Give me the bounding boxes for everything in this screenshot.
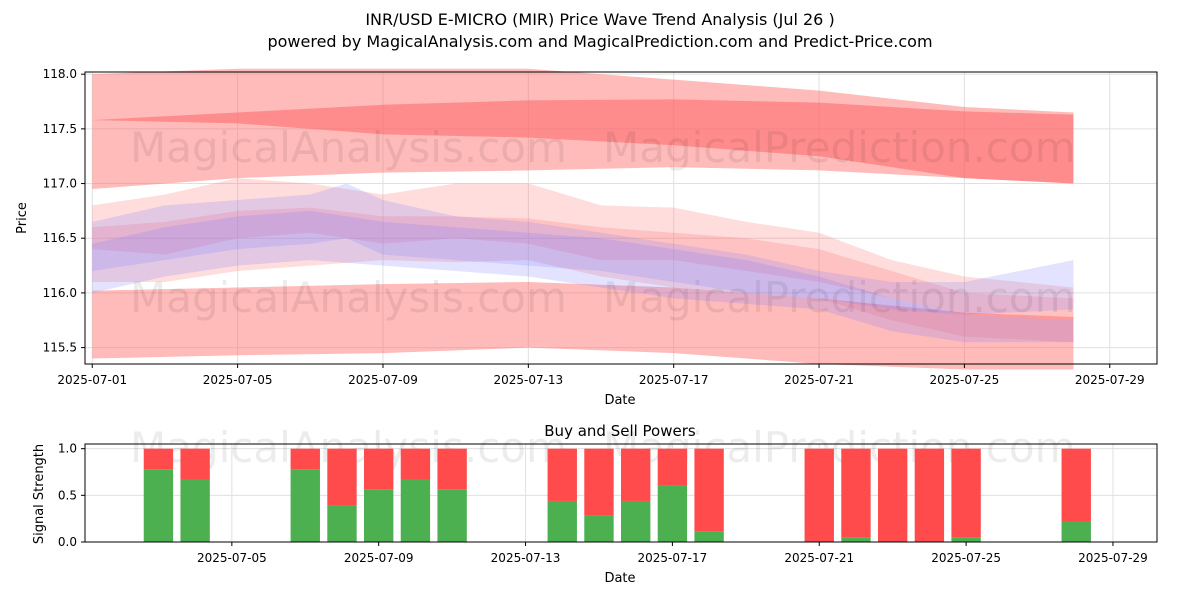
price-y-tick-label: 117.5 xyxy=(43,122,77,136)
signal-x-tick-label: 2025-07-25 xyxy=(931,551,1001,565)
sell-bar xyxy=(400,448,431,480)
price-x-axis-label: Date xyxy=(604,393,635,408)
signal-x-tick-label: 2025-07-13 xyxy=(491,551,561,565)
sell-bar xyxy=(804,448,834,542)
price-band-blue xyxy=(92,210,1074,343)
sell-bar xyxy=(290,448,320,470)
price-y-tick-label: 116.5 xyxy=(43,231,77,245)
price-x-tick-label: 2025-07-21 xyxy=(784,373,854,387)
price-x-tick-label: 2025-07-25 xyxy=(930,373,1000,387)
signal-bars xyxy=(143,448,1091,542)
buy-bar xyxy=(437,489,467,542)
buy-bar xyxy=(951,537,981,542)
buy-bar xyxy=(143,469,174,542)
buy-bar xyxy=(327,505,357,542)
buy-bar xyxy=(180,479,210,542)
signal-title: Buy and Sell Powers xyxy=(544,422,696,440)
buy-bar xyxy=(584,515,614,542)
price-x-tick-label: 2025-07-05 xyxy=(203,373,273,387)
signal-y-axis-label: Signal Strength xyxy=(32,444,47,544)
price-panel: MagicalAnalysis.com MagicalPrediction.co… xyxy=(15,67,1158,408)
signal-x-tick-label: 2025-07-05 xyxy=(197,551,267,565)
signal-x-axis-label: Date xyxy=(604,571,635,586)
buy-bar xyxy=(547,500,577,542)
sell-bar xyxy=(1061,448,1091,522)
price-x-tick-label: 2025-07-09 xyxy=(348,373,418,387)
sell-bar xyxy=(584,448,614,516)
buy-bar xyxy=(621,500,651,542)
buy-bar xyxy=(841,537,871,542)
price-band-blue xyxy=(92,183,1074,315)
sell-bar xyxy=(437,448,467,490)
buy-bar xyxy=(364,489,394,542)
sell-bar xyxy=(877,448,908,542)
watermark-left-top: MagicalAnalysis.com xyxy=(130,123,567,172)
price-y-tick-label: 118.0 xyxy=(43,67,77,81)
chart-subtitle: powered by MagicalAnalysis.com and Magic… xyxy=(267,32,932,51)
buy-bar xyxy=(1061,521,1091,542)
sell-bar xyxy=(841,448,871,538)
signal-x-tick-label: 2025-07-21 xyxy=(784,551,854,565)
sell-bar xyxy=(180,448,210,480)
signal-y-tick-label: 1.0 xyxy=(58,442,77,456)
chart-title: INR/USD E-MICRO (MIR) Price Wave Trend A… xyxy=(365,10,834,29)
buy-bar xyxy=(657,485,688,542)
watermark-right-mid: MagicalPrediction.com xyxy=(603,273,1076,322)
price-x-tick-label: 2025-07-29 xyxy=(1075,373,1145,387)
buy-bar xyxy=(400,479,431,542)
sell-bar xyxy=(327,448,357,506)
signal-y-tick-label: 0.5 xyxy=(58,488,77,502)
price-y-tick-label: 116.0 xyxy=(43,286,77,300)
signal-x-tick-label: 2025-07-29 xyxy=(1078,551,1148,565)
signal-x-tick-label: 2025-07-09 xyxy=(344,551,414,565)
price-band-red xyxy=(92,207,1074,343)
sell-bar xyxy=(364,448,394,490)
price-x-tick-label: 2025-07-17 xyxy=(639,373,709,387)
price-band-red xyxy=(92,281,1074,370)
price-band-red xyxy=(92,178,1074,321)
signal-axes: 2025-07-05 2025-07-09 2025-07-13 2025-07-17… xyxy=(58,442,1148,565)
sell-bar xyxy=(547,448,577,501)
price-bands xyxy=(92,68,1074,370)
price-plot-frame xyxy=(84,71,1158,365)
price-x-tick-label: 2025-07-01 xyxy=(57,373,127,387)
watermark-right-top: MagicalPrediction.com xyxy=(603,123,1076,172)
sell-bar xyxy=(143,448,174,470)
sell-bar xyxy=(657,448,688,486)
buy-bar xyxy=(694,531,724,542)
signal-plot-frame xyxy=(84,443,1158,543)
sell-bar xyxy=(694,448,724,532)
sell-bar xyxy=(914,448,945,542)
signal-x-tick-label: 2025-07-17 xyxy=(638,551,708,565)
sell-bar xyxy=(621,448,651,501)
price-band-red xyxy=(92,99,1074,184)
price-axes: 2025-07-01 2025-07-05 2025-07-09 2025-07-13… xyxy=(43,67,1145,387)
price-x-tick-label: 2025-07-13 xyxy=(493,373,563,387)
sell-bar xyxy=(951,448,981,538)
price-y-axis-label: Price xyxy=(15,202,30,234)
signal-panel: Buy and Sell Powers MagicalAnalysis.com … xyxy=(32,422,1158,586)
watermark-left-mid: MagicalAnalysis.com xyxy=(130,273,567,322)
buy-bar xyxy=(290,469,320,542)
price-y-tick-label: 117.0 xyxy=(43,177,77,191)
price-y-tick-label: 115.5 xyxy=(43,341,77,355)
signal-y-tick-label: 0.0 xyxy=(58,535,77,549)
